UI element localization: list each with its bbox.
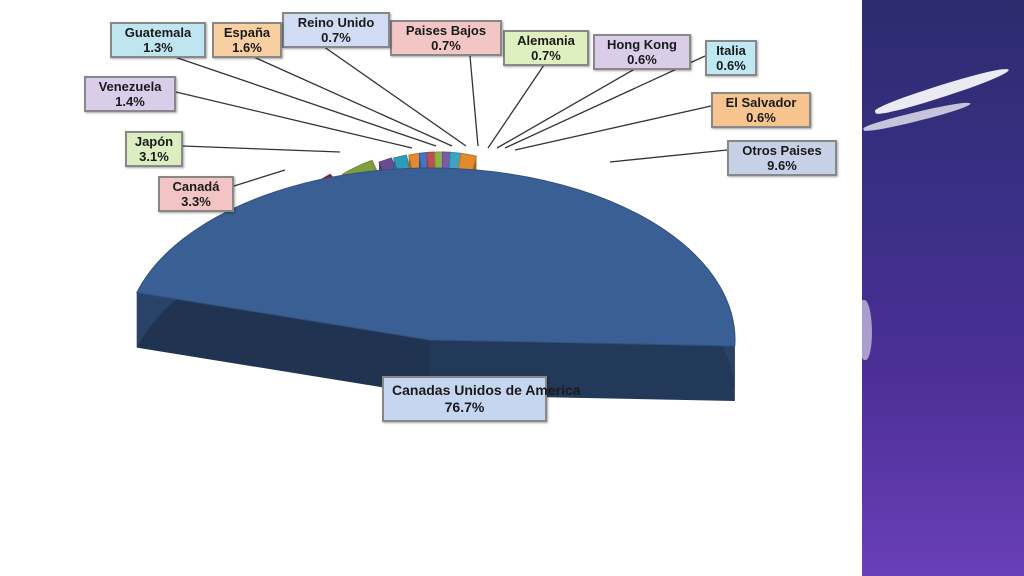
leader-line: [609, 149, 728, 163]
slice-label-name: Otros Paises: [742, 143, 822, 158]
slice-label-name: Canadá: [172, 179, 220, 194]
slice-label: Canadá 3.3%: [158, 176, 234, 212]
leader-line: [496, 65, 641, 149]
slice-label-value: 1.6%: [232, 40, 262, 55]
leader-line: [159, 51, 437, 147]
slice-label: Venezuela 1.4%: [84, 76, 176, 112]
pie-slice-wall: [136, 292, 430, 395]
slice-label-value: 0.7%: [531, 48, 561, 63]
slice-label-value: 1.4%: [115, 94, 145, 109]
slice-label: España 1.6%: [212, 22, 282, 58]
slice-label-value: 0.6%: [627, 52, 657, 67]
leader-line: [319, 43, 467, 147]
slice-label: Canadas Unidos de America 76.7%: [382, 376, 581, 422]
slice-label-name: Reino Unido: [297, 15, 375, 30]
slice-label-value: 0.7%: [431, 38, 461, 53]
leader-line: [514, 105, 712, 151]
slice-label-name: Italia: [716, 43, 746, 58]
pie-slice: [136, 167, 736, 402]
slice-label: El Salvador 0.6%: [711, 92, 811, 128]
slice-label-name: Paises Bajos: [405, 23, 487, 38]
leader-line: [182, 145, 341, 153]
leader-line: [469, 55, 479, 147]
slice-label-value: 3.1%: [139, 149, 169, 164]
pie-slices: [136, 151, 736, 402]
slice-label: Guatemala 1.3%: [110, 22, 206, 58]
slice-label-name: Venezuela: [98, 79, 162, 94]
slice-label: Otros Paises 9.6%: [727, 140, 837, 176]
slice-label-value: 3.3%: [181, 194, 211, 209]
decorative-side-panel: [862, 0, 1024, 576]
leader-line: [233, 169, 286, 187]
brush-stroke-decoration: [862, 300, 872, 360]
slice-label-name: El Salvador: [725, 95, 797, 110]
pie-chart: [136, 43, 736, 402]
slice-label: Reino Unido 0.7%: [282, 12, 390, 48]
slice-label-name: Japón: [134, 134, 174, 149]
slice-label-value: 0.7%: [321, 30, 351, 45]
slice-label-name: Canadas Unidos de America: [392, 382, 581, 398]
slice-label-value: 9.6%: [767, 158, 797, 173]
slice-label: Alemania 0.7%: [503, 30, 589, 66]
slice-label-value: 76.7%: [444, 399, 485, 415]
leader-line: [504, 55, 706, 149]
leader-line: [175, 91, 413, 149]
slice-label-value: 1.3%: [143, 40, 173, 55]
slice-label-name: Guatemala: [124, 25, 192, 40]
leader-lines: [159, 43, 728, 187]
pie-slice-top: [136, 167, 736, 347]
slice-label: Hong Kong 0.6%: [593, 34, 691, 70]
slice-label: Paises Bajos 0.7%: [390, 20, 502, 56]
slice-label-value: 0.6%: [716, 58, 746, 73]
slice-label-name: España: [223, 25, 271, 40]
slice-label-name: Hong Kong: [606, 37, 678, 52]
slice-label-value: 0.6%: [746, 110, 776, 125]
slice-label-name: Alemania: [517, 33, 575, 48]
slice-label: Japón 3.1%: [125, 131, 183, 167]
leader-line: [246, 53, 453, 147]
slice-label: Italia 0.6%: [705, 40, 757, 76]
leader-line: [487, 61, 547, 149]
